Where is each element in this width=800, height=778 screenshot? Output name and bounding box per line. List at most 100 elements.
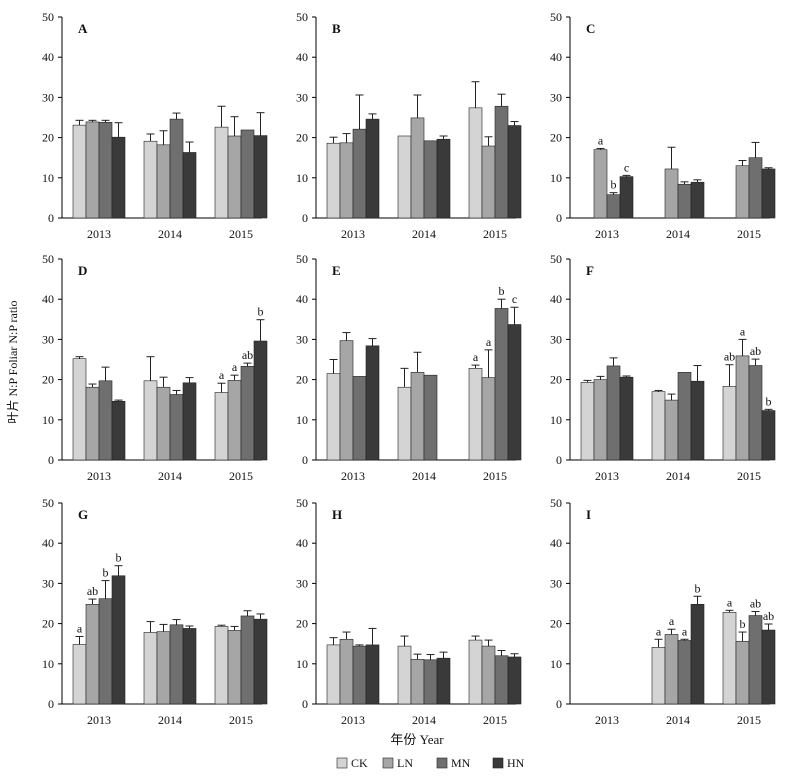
y-tick-label: 0 [48,697,54,711]
x-tick-label: 2014 [666,469,690,483]
bar-ln [85,604,100,705]
bar-ck [214,392,229,461]
bar-hn [111,401,126,461]
x-tick-label: 2013 [87,227,111,241]
significance-label: b [695,581,701,595]
y-tick-label: 30 [550,576,562,590]
y-tick-label: 0 [556,697,562,711]
bar-hn [436,657,451,705]
panel-e: 0 10 20 30 40 50 E 2013 2014 2015 aa bc [296,252,522,483]
bar-hn [761,410,776,461]
bar-ln [481,645,496,705]
bar-ln [735,640,750,705]
y-tick-label: 10 [550,171,562,185]
bar-ck [651,391,666,461]
bar-hn [761,168,776,219]
x-tick-label: 2015 [483,713,507,727]
bar-mn [240,366,255,461]
x-tick-label: 2014 [158,227,182,241]
x-tick-label: 2015 [229,469,253,483]
y-axis-label: 叶片 N:P Foliar N:P ratio [6,300,20,423]
bar-ln [85,386,100,461]
bar-ck [651,647,666,705]
bar-hn [365,118,380,219]
bar-ln [156,144,171,219]
y-tick-label: 20 [42,131,54,145]
y-tick-label: 50 [296,10,308,24]
significance-label: a [473,350,479,364]
bar-ln [735,165,750,219]
bar-hn [365,345,380,461]
y-tick-label: 50 [550,496,562,510]
bar-mn [240,129,255,219]
bar-ck [722,612,737,705]
legend-label-ck: CK [351,756,368,770]
panel-c: 0 10 20 30 40 50 C 2013 2014 2015 a bc [550,10,776,241]
bar-ck [326,644,341,705]
bar-mn [352,128,367,219]
bar-mn [169,624,184,705]
x-tick-label: 2014 [158,469,182,483]
y-tick-label: 10 [550,413,562,427]
bar-ck [326,142,341,219]
y-tick-label: 30 [42,90,54,104]
y-tick-label: 0 [48,211,54,225]
bar-ln [339,638,354,705]
y-tick-label: 50 [296,496,308,510]
y-tick-label: 30 [550,90,562,104]
x-axis-label: 年份 Year [390,732,444,747]
y-tick-label: 0 [302,211,308,225]
x-tick-label: 2013 [595,713,619,727]
bar-mn [98,380,113,461]
panel-b: 0 10 20 30 40 50 B 2013 2014 2015 [296,10,522,241]
y-tick-label: 0 [302,453,308,467]
y-tick-label: 50 [42,10,54,24]
y-tick-label: 20 [296,131,308,145]
legend-label-ln: LN [397,756,413,770]
bar-ln [227,630,242,705]
significance-label: a [669,614,675,628]
significance-label: ab [724,350,735,364]
y-tick-label: 10 [550,657,562,671]
y-tick-label: 40 [42,50,54,64]
y-tick-label: 40 [42,292,54,306]
bar-ck [468,368,483,461]
bar-hn [690,604,705,705]
bar-ln [410,117,425,219]
y-tick-label: 0 [556,211,562,225]
bar-mn [494,655,509,705]
x-tick-label: 2014 [158,713,182,727]
x-tick-label: 2013 [595,227,619,241]
bar-mn [98,598,113,705]
significance-label: a [656,624,662,638]
y-tick-label: 0 [48,453,54,467]
panel-label: D [78,263,87,278]
bar-hn [253,135,268,219]
y-tick-label: 40 [550,536,562,550]
legend-swatch-mn [436,757,448,769]
bar-ln [593,149,608,219]
x-tick-label: 2015 [483,469,507,483]
bar-hn [253,340,268,461]
bar-ck [214,126,229,219]
significance-label: a [727,595,733,609]
x-tick-label: 2013 [341,713,365,727]
bar-ln [481,145,496,219]
bar-hn [253,618,268,705]
y-tick-label: 20 [42,617,54,631]
bar-mn [352,376,367,461]
y-tick-label: 10 [296,171,308,185]
x-tick-label: 2015 [737,227,761,241]
bar-hn [182,628,197,705]
bar-hn [619,376,634,461]
bar-ln [410,372,425,461]
y-tick-label: 20 [550,373,562,387]
significance-label: c [512,292,517,306]
y-tick-label: 50 [550,252,562,266]
bar-ck [72,124,87,219]
panel-label: H [332,507,342,522]
bar-hn [182,382,197,461]
bar-ln [735,355,750,461]
